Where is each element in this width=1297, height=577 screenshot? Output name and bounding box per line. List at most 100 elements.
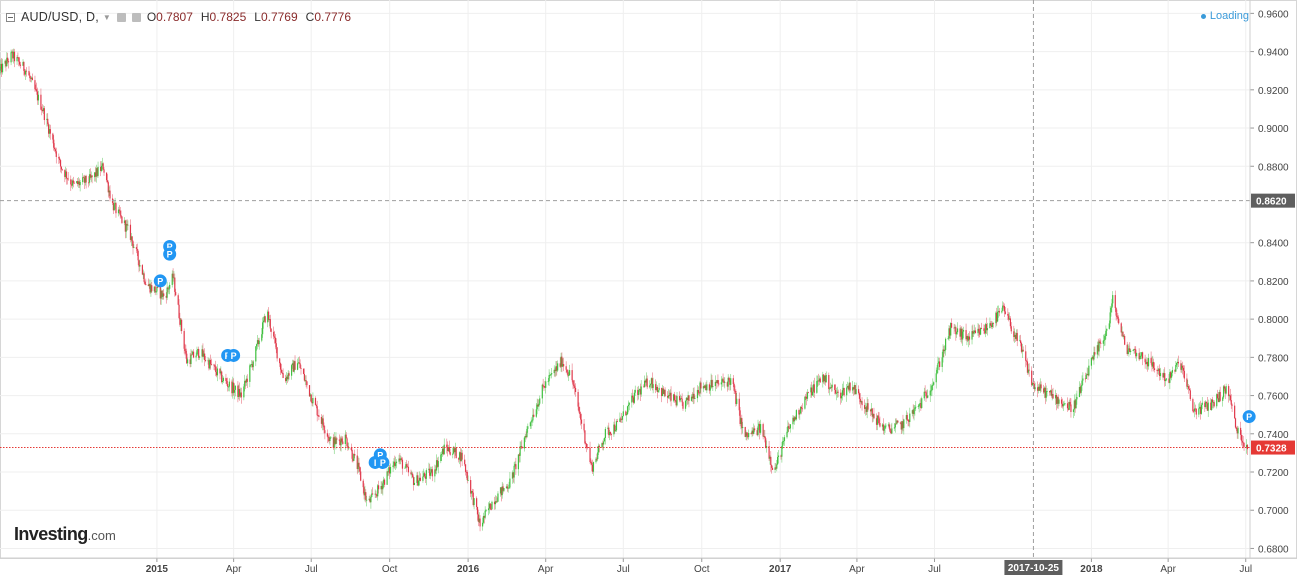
event-marker-badge[interactable] [153, 274, 167, 288]
candle-body [17, 57, 19, 58]
candle-body [705, 385, 707, 391]
candle-body [888, 424, 890, 429]
candle-body [656, 386, 659, 392]
candle-body [615, 421, 618, 431]
candle-body [505, 486, 508, 489]
candle-body [1225, 386, 1227, 394]
candle-body [131, 236, 133, 242]
event-marker-label: P [377, 450, 383, 460]
candle-body [846, 387, 848, 396]
event-marker-badge[interactable] [227, 348, 241, 362]
candle-body [185, 350, 187, 354]
candle-body [302, 368, 305, 374]
candle-body [268, 319, 271, 320]
candle-body [823, 375, 826, 382]
chevron-down-icon[interactable]: ▼ [102, 12, 111, 22]
candle-body [931, 385, 933, 391]
candle-body [210, 364, 213, 366]
candle-body [771, 467, 774, 470]
candle-body [520, 446, 522, 447]
candle-body [346, 438, 348, 447]
candle-body [58, 156, 60, 159]
low-value: 0.7769 [260, 10, 298, 24]
candle-body [175, 291, 177, 296]
event-marker-label: P [167, 242, 173, 252]
candle-body [440, 454, 442, 462]
candle-body [878, 418, 880, 424]
candle-body [473, 498, 475, 505]
candle-body [942, 349, 944, 358]
candle-body [775, 467, 777, 469]
event-marker-badge[interactable] [376, 455, 390, 469]
candle-body [712, 386, 714, 388]
visibility-icon[interactable] [131, 12, 141, 22]
event-marker-badge[interactable] [163, 247, 177, 261]
candle-body [810, 387, 812, 393]
candle-body [1236, 429, 1238, 434]
candle-body [309, 394, 311, 397]
collapse-icon[interactable] [6, 12, 15, 22]
candle-body [559, 363, 561, 367]
loading-indicator: Loading [1200, 10, 1249, 22]
candle-body [577, 392, 579, 407]
settings-icon[interactable] [116, 12, 126, 22]
event-marker-label: I [374, 458, 377, 468]
candle-body [1021, 349, 1023, 352]
event-marker[interactable]: P [227, 348, 241, 362]
candle-body [514, 464, 516, 466]
candle-body [1222, 397, 1224, 401]
candle-body [1074, 400, 1076, 409]
candle-body [956, 332, 958, 335]
candle-body [482, 515, 485, 523]
candle-body [801, 408, 803, 410]
candle-body [1092, 356, 1094, 360]
candle-body [1008, 315, 1010, 320]
candle-body [366, 499, 368, 501]
event-marker-label: P [167, 250, 173, 260]
candle-body [533, 414, 535, 417]
candle-body [1097, 345, 1099, 352]
candle-body [1168, 378, 1170, 383]
candle-body [871, 408, 873, 417]
symbol-label[interactable]: AUD/USD, D, [21, 10, 99, 24]
candle-body [1050, 390, 1052, 396]
candle-body [509, 478, 511, 488]
event-marker[interactable]: P [153, 274, 167, 288]
x-tick-label: 2016 [457, 564, 480, 575]
candle-body [596, 458, 598, 460]
candle-body [1020, 343, 1023, 352]
candle-body [913, 409, 915, 414]
candle-body [945, 338, 947, 350]
candle-body [1110, 307, 1112, 313]
event-marker-badge[interactable] [1242, 410, 1256, 424]
event-marker[interactable]: P [163, 247, 177, 261]
candle-body [607, 427, 609, 429]
candle-body [938, 361, 940, 364]
candle-body [1100, 342, 1102, 344]
candle-body [1076, 396, 1078, 400]
candle-body [1112, 295, 1114, 304]
candle-body [697, 389, 699, 393]
candle-body [735, 390, 737, 404]
candle-body [935, 373, 937, 383]
candle-body [34, 80, 36, 90]
candle-body [250, 364, 253, 365]
candle-body [269, 319, 271, 329]
candle-body [141, 265, 143, 275]
event-marker[interactable]: P [376, 455, 390, 469]
candle-body [255, 346, 257, 362]
candle-body [252, 361, 254, 368]
candle-body [1102, 340, 1104, 344]
candle-body [1130, 350, 1132, 353]
candle-body [615, 430, 617, 432]
candle-body [592, 462, 595, 472]
candle-body [914, 407, 916, 410]
candle-body [517, 454, 520, 470]
candle-body [41, 109, 43, 111]
candle-body [442, 448, 444, 455]
candle-body [674, 400, 676, 401]
event-marker[interactable]: P [1242, 410, 1256, 424]
candle-body [741, 418, 743, 429]
